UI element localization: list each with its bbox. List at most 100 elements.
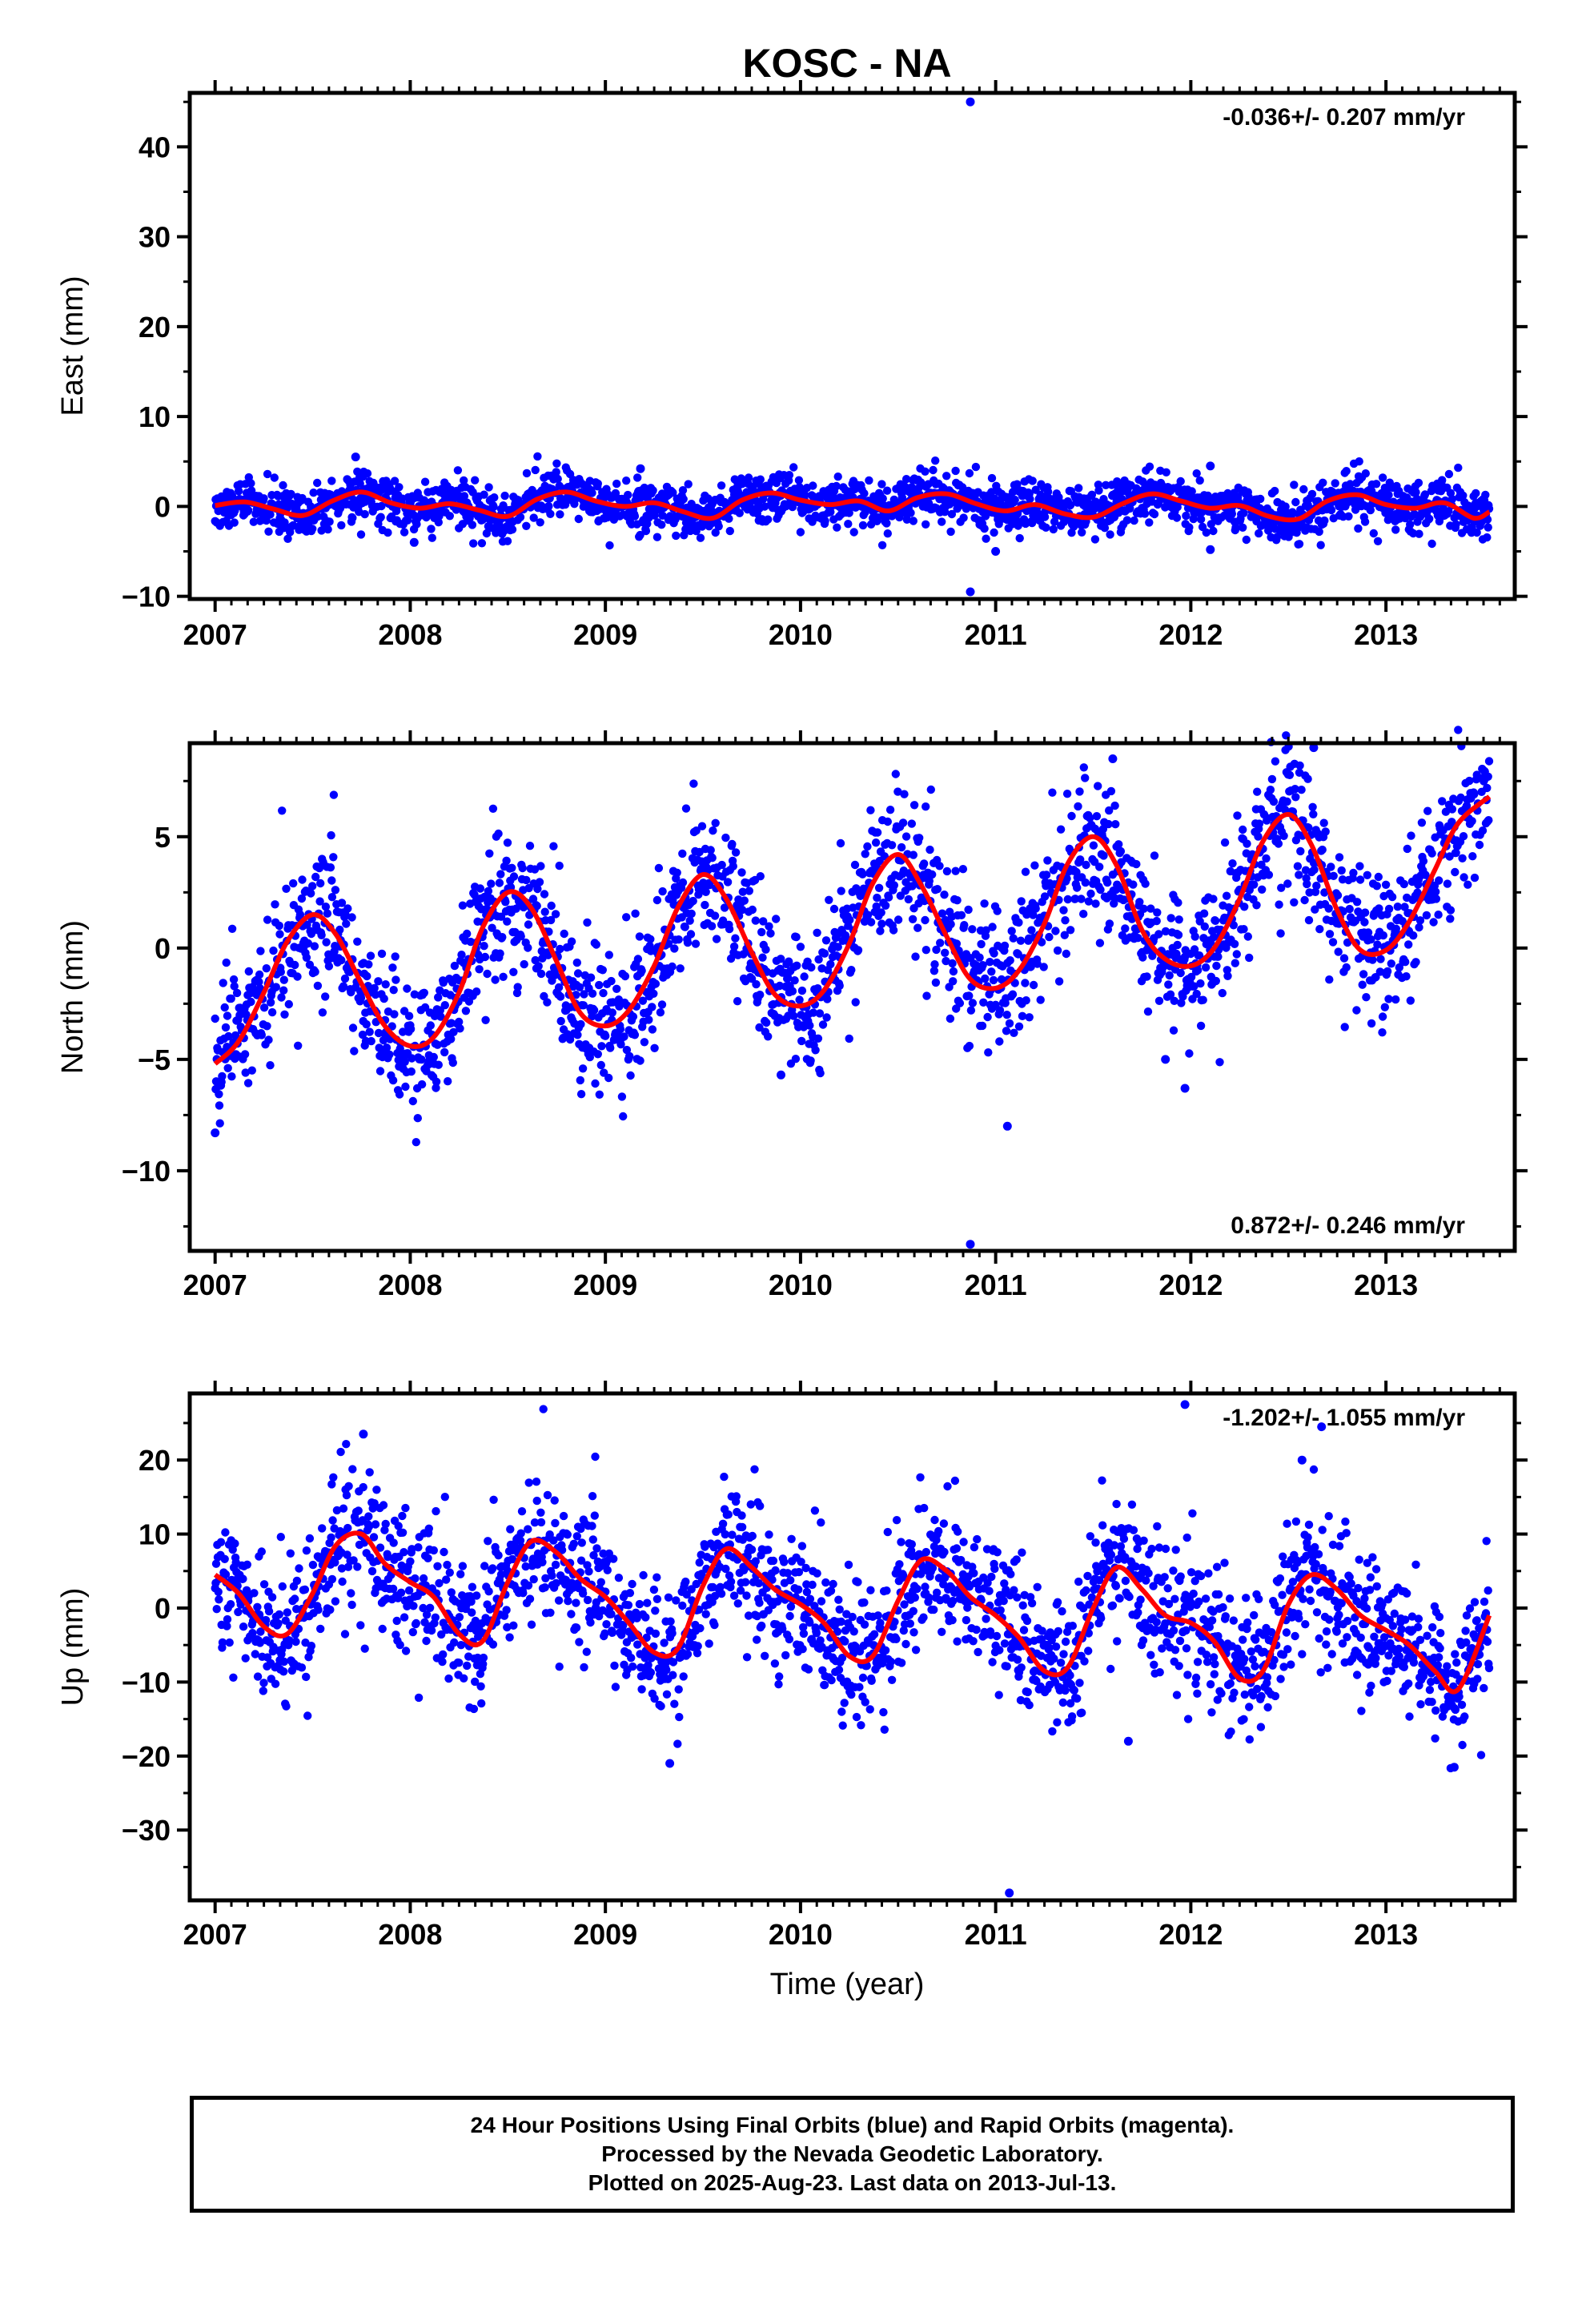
east-point	[901, 475, 911, 484]
north-point	[316, 879, 325, 888]
north-point	[463, 929, 472, 939]
north-point	[1269, 797, 1279, 806]
north-point	[1056, 825, 1066, 834]
north-point	[625, 1051, 634, 1061]
up-point	[286, 1549, 295, 1558]
north-y-tick-label: 5	[155, 821, 171, 854]
east-point	[230, 518, 239, 527]
north-point	[815, 1009, 825, 1018]
north-point	[1320, 888, 1329, 897]
north-point	[909, 801, 919, 810]
east-point	[696, 533, 705, 542]
east-point	[1239, 509, 1248, 517]
north-x-tick-label: 2009	[573, 1269, 637, 1301]
north-point	[291, 960, 299, 970]
north-point	[1422, 911, 1431, 920]
north-point	[968, 925, 977, 934]
east-point	[1320, 516, 1329, 525]
north-point	[599, 988, 608, 998]
north-point	[926, 845, 934, 854]
north-point	[297, 894, 307, 903]
north-outlier	[1002, 1121, 1012, 1131]
east-point	[714, 522, 723, 531]
north-point	[740, 896, 749, 905]
up-point	[292, 1605, 301, 1614]
north-point	[1446, 906, 1456, 915]
north-point	[417, 1055, 426, 1064]
north-point	[385, 1050, 394, 1059]
east-point	[1414, 478, 1423, 488]
north-point	[983, 1012, 992, 1022]
north-point	[1255, 819, 1264, 828]
north-point	[1073, 883, 1082, 892]
north-point	[1391, 995, 1400, 1004]
up-point	[440, 1493, 449, 1502]
north-outlier	[1180, 1084, 1190, 1093]
north-point	[1411, 958, 1420, 967]
north-point	[930, 960, 939, 969]
up-point	[297, 1663, 307, 1672]
north-plot-frame	[187, 741, 1517, 1253]
east-point	[327, 476, 336, 485]
north-point	[709, 826, 717, 835]
east-point	[844, 520, 853, 529]
north-point	[877, 908, 885, 917]
north-point	[339, 982, 348, 991]
north-point	[595, 980, 604, 990]
north-point	[752, 979, 761, 989]
east-point	[1481, 490, 1490, 500]
north-point	[908, 882, 917, 891]
up-point	[348, 1465, 357, 1474]
east-point	[445, 512, 454, 521]
north-point	[363, 971, 371, 981]
north-point	[1378, 1028, 1387, 1037]
east-point	[882, 519, 891, 528]
east-point	[480, 490, 488, 499]
north-point	[850, 860, 860, 870]
east-point	[801, 490, 809, 500]
east-point	[1145, 462, 1154, 471]
east-point	[764, 515, 773, 524]
up-point	[365, 1468, 374, 1477]
north-point	[1441, 807, 1451, 816]
north-point	[220, 1003, 229, 1012]
north-point	[1240, 903, 1249, 911]
east-point	[735, 509, 744, 517]
north-point	[1484, 815, 1493, 825]
north-point	[447, 1035, 456, 1043]
north-point	[1029, 911, 1038, 919]
north-point	[1193, 966, 1203, 975]
east-x-tick-label: 2007	[183, 618, 247, 651]
north-point	[635, 932, 644, 941]
north-point	[1374, 872, 1383, 882]
north-point	[1063, 895, 1073, 904]
north-point	[756, 872, 765, 881]
east-point	[833, 523, 841, 532]
east-point	[1444, 469, 1454, 479]
north-point	[674, 935, 683, 944]
up-point	[329, 1473, 338, 1482]
east-point	[832, 481, 841, 491]
north-point	[255, 984, 264, 993]
north-point	[604, 1073, 613, 1083]
north-point	[1233, 811, 1242, 820]
north-point	[227, 924, 237, 934]
north-point	[1230, 939, 1239, 949]
north-point	[1148, 951, 1157, 960]
north-point	[1329, 871, 1338, 881]
north-point	[785, 957, 793, 966]
north-point	[1459, 832, 1468, 841]
north-point	[1415, 916, 1425, 925]
north-point	[434, 993, 443, 1002]
north-point	[1169, 1026, 1178, 1035]
north-point	[547, 901, 556, 911]
north-point	[475, 965, 484, 974]
east-point	[1355, 457, 1363, 466]
north-point	[1082, 860, 1090, 870]
north-point	[1192, 989, 1201, 999]
up-point	[401, 1647, 411, 1655]
north-point	[951, 866, 960, 875]
east-point	[658, 511, 667, 520]
north-point	[1333, 891, 1343, 900]
north-point	[598, 966, 607, 975]
